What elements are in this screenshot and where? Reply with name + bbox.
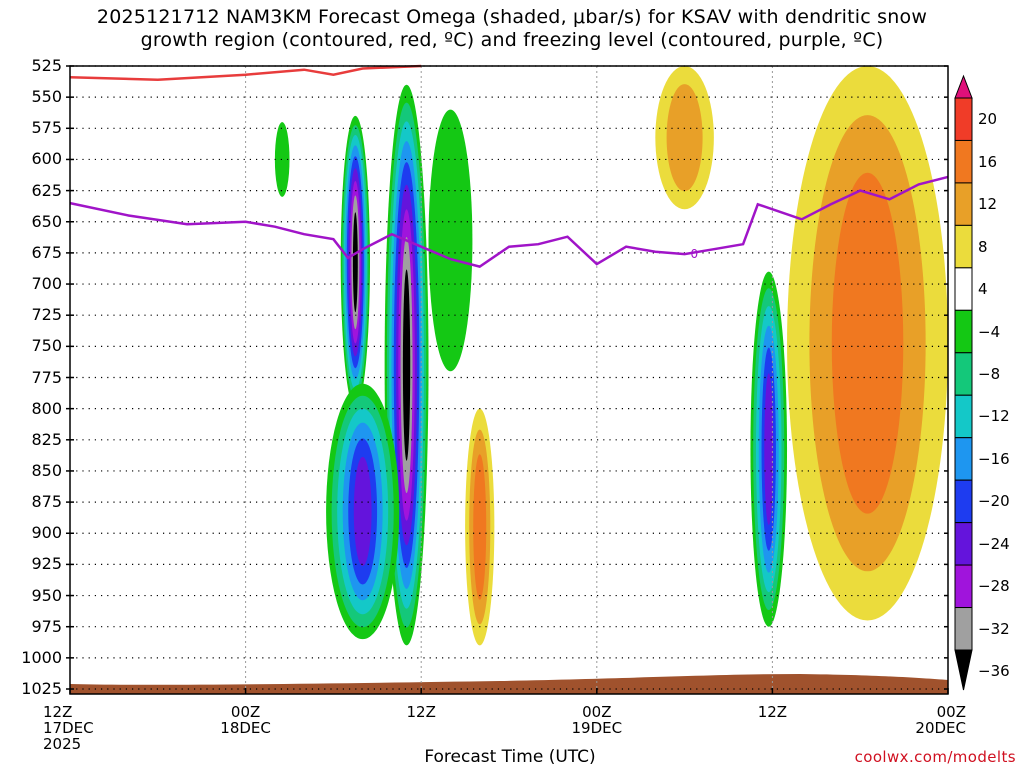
x-tick-label-top: 12Z [406, 703, 436, 721]
y-tick-label: 900 [31, 523, 62, 543]
x-tick-label-top: 12Z [757, 703, 788, 721]
x-tick-label-top: 00Z [230, 703, 261, 721]
omega-shade-positive-upper-mid-1 [666, 84, 703, 192]
colorbar-box-10 [954, 479, 973, 524]
colorbar-label: 20 [978, 110, 998, 129]
chart-title-line1: 2025121712 NAM3KM Forecast Omega (shaded… [96, 6, 928, 28]
omega-shade-positive-upper-right-2 [831, 172, 904, 514]
y-tick-label: 750 [31, 336, 62, 356]
colorbar-label: −8 [978, 365, 1001, 383]
omega-shade-green-band-left-0 [274, 122, 290, 197]
colorbar-box-6 [954, 309, 973, 354]
dendritic-growth-contour [69, 64, 422, 81]
colorbar-label: −32 [978, 619, 1010, 638]
y-tick-label: 925 [31, 554, 62, 574]
plot-frame [69, 65, 949, 695]
x-tick-label-top: 00Z [936, 703, 966, 721]
credit-link[interactable]: coolwx.com/modelts [854, 748, 1016, 766]
x-tick-label-mid: 20DEC [915, 719, 966, 737]
y-tick-label: 725 [31, 305, 62, 325]
x-tick-label-top: 00Z [582, 703, 612, 721]
y-tick-label: 600 [31, 149, 62, 169]
colorbar-box-3 [954, 182, 973, 226]
y-tick-label: 975 [31, 616, 62, 636]
omega-shade-main-ascent-core-8 [402, 269, 411, 461]
colorbar-box-7 [954, 352, 973, 396]
y-tick-label: 850 [31, 460, 62, 480]
y-tick-label: 1000 [21, 647, 62, 667]
colorbar-box-13 [954, 607, 973, 651]
colorbar-label: 4 [978, 280, 988, 299]
y-tick-label: 825 [31, 429, 62, 449]
y-tick-label: 525 [31, 56, 62, 75]
omega-shade-lower-ascent-shield-5 [353, 456, 372, 567]
colorbar-top-arrow [954, 74, 973, 99]
colorbar-box-2 [954, 139, 973, 184]
x-axis-title: Forecast Time (UTC) [424, 747, 596, 767]
colorbar-label: −16 [978, 449, 1010, 468]
colorbar-label: −28 [978, 577, 1010, 596]
y-tick-label: 575 [31, 118, 62, 138]
chart-title-line2: growth region (contoured, red, ºC) and f… [140, 29, 884, 51]
ground-surface [70, 674, 948, 694]
y-tick-label: 650 [31, 211, 62, 231]
colorbar-label: −36 [978, 662, 1010, 681]
colorbar-label: −12 [978, 407, 1010, 426]
colorbar-bottom-arrow [954, 649, 973, 691]
colorbar-label: −4 [978, 322, 1001, 341]
x-tick-label-bot: 2025 [43, 735, 82, 753]
colorbar-box-5 [954, 267, 973, 311]
colorbar-label: −20 [978, 492, 1010, 511]
omega-shade-ascent-column-2-5 [764, 373, 774, 526]
y-tick-label: 875 [31, 492, 62, 512]
colorbar-box-1 [954, 97, 973, 141]
y-tick-label: 675 [31, 242, 62, 262]
freezing-level-contour [69, 175, 949, 268]
colorbar-box-11 [954, 522, 973, 566]
y-tick-label: 775 [31, 367, 62, 387]
colorbar-label: 12 [978, 195, 998, 214]
colorbar-box-9 [954, 437, 973, 481]
x-tick-label-mid: 18DEC [220, 719, 271, 737]
colorbar-box-4 [954, 224, 973, 269]
colorbar-label: 8 [978, 237, 988, 256]
colorbar-box-8 [954, 394, 973, 439]
x-tick-label-mid: 19DEC [571, 719, 623, 737]
colorbar-box-12 [954, 564, 973, 609]
y-tick-label: 625 [31, 180, 62, 200]
y-tick-label: 550 [31, 87, 62, 107]
omega-shade-secondary-ascent-core-8 [352, 212, 358, 313]
omega-shade-positive-column-1-2 [473, 454, 487, 600]
omega-shade-green-band-upper-0 [428, 109, 473, 372]
freezing-level-label: 0 [690, 247, 698, 261]
x-tick-label-top: 12Z [43, 703, 73, 721]
y-tick-label: 800 [31, 398, 62, 418]
colorbar-label: 16 [978, 152, 998, 171]
y-tick-label: 700 [31, 274, 62, 294]
y-tick-label: 1025 [21, 679, 62, 698]
y-tick-label: 950 [31, 585, 62, 605]
colorbar-label: −24 [978, 534, 1010, 553]
x-tick-label-mid: 17DEC [43, 719, 94, 737]
